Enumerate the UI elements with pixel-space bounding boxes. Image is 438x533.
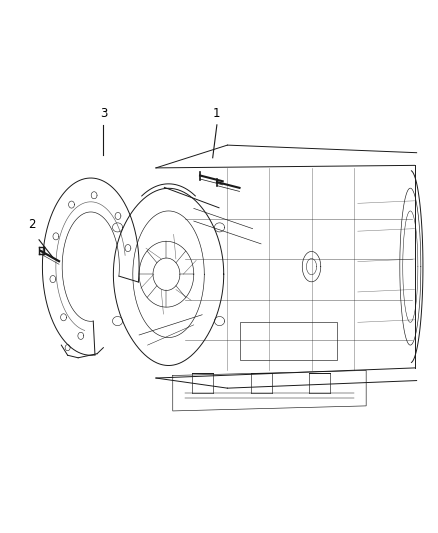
Text: 1: 1 [213,107,221,120]
Text: 2: 2 [28,218,35,231]
Text: 3: 3 [100,107,107,120]
